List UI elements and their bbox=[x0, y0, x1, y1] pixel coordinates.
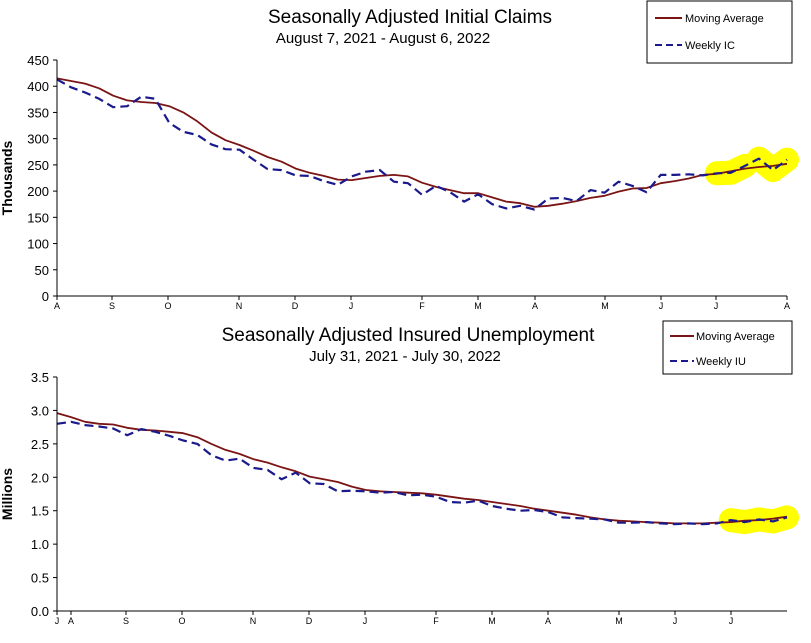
chart2-x-tick-label: J bbox=[55, 616, 60, 626]
chart2-y-tick-label: 0.0 bbox=[31, 604, 49, 619]
chart1-y-tick-label: 150 bbox=[27, 210, 49, 225]
chart2-x-tick-label: F bbox=[433, 616, 439, 626]
chart2-y-axis-label: Millions bbox=[0, 468, 15, 520]
chart2-x-tick-label: J bbox=[363, 616, 368, 626]
chart2-legend-moving-average: Moving Average bbox=[696, 331, 775, 343]
chart1-x-tick-label: M bbox=[474, 301, 482, 311]
chart2-series bbox=[56, 412, 788, 526]
chart2-legend: Moving Average Weekly IU bbox=[662, 320, 793, 375]
chart2-x-tick-label: A bbox=[68, 616, 74, 626]
chart2-x-tick-label: D bbox=[306, 616, 313, 626]
chart1-x-tick-label: N bbox=[236, 301, 243, 311]
chart1-subtitle: August 7, 2021 - August 6, 2022 bbox=[276, 30, 490, 47]
chart2-series-moving-average bbox=[56, 412, 788, 525]
chart1-x-tick-label: J bbox=[349, 301, 354, 311]
chart2-x-tick-label: M bbox=[488, 616, 496, 626]
chart1-y-tick-label: 400 bbox=[27, 79, 49, 94]
chart1-x-tick-label: O bbox=[164, 301, 171, 311]
chart2-x-tick-label: O bbox=[178, 616, 185, 626]
chart2-title: Seasonally Adjusted Insured Unemployment bbox=[222, 325, 596, 346]
chart2-y-tick-label: 1.0 bbox=[31, 537, 49, 552]
chart1-x-tick-label: A bbox=[532, 301, 538, 311]
chart1-x-tick-label: J bbox=[714, 301, 719, 311]
chart1-series-moving-average bbox=[56, 77, 788, 208]
chart1-x-tick-label: J bbox=[659, 301, 664, 311]
chart1-y-tick-label: 350 bbox=[27, 105, 49, 120]
chart1-y-tick-label: 200 bbox=[27, 184, 49, 199]
chart1-y-tick-label: 250 bbox=[27, 158, 49, 173]
chart1-y-tick-label: 50 bbox=[35, 263, 49, 278]
chart2-x-tick-label: S bbox=[123, 616, 129, 626]
chart1-x-tick-label: S bbox=[109, 301, 115, 311]
chart1-legend-box bbox=[646, 0, 793, 64]
chart1-y-tick-label: 0 bbox=[42, 289, 49, 304]
chart1-title: Seasonally Adjusted Initial Claims bbox=[268, 7, 552, 28]
chart2-y-tick-label: 1.5 bbox=[31, 504, 49, 519]
chart1-x-tick-label: A bbox=[54, 301, 60, 311]
chart2-series-weekly-iu bbox=[56, 420, 788, 526]
chart2-x-tick-label: N bbox=[250, 616, 257, 626]
chart1-series bbox=[56, 77, 788, 211]
chart1-series-weekly-ic bbox=[56, 78, 788, 211]
chart1-legend-weekly-ic: Weekly IC bbox=[685, 40, 735, 52]
chart2-x-tick-label: J bbox=[673, 616, 678, 626]
chart1-axes: 0 50 100 150 200 250 300 350 400 450 A S O N D J F M A M J J A bbox=[27, 53, 790, 311]
chart2-legend-weekly-iu: Weekly IU bbox=[696, 356, 746, 368]
chart2-subtitle: July 31, 2021 - July 30, 2022 bbox=[309, 348, 501, 365]
chart2-y-tick-label: 3.0 bbox=[31, 403, 49, 418]
chart2-axes: 0.00.51.01.52.02.53.03.5J A S O N D J F M A M J J bbox=[31, 370, 787, 626]
chart1-y-tick-label: 450 bbox=[27, 53, 49, 68]
chart2-legend-box bbox=[662, 320, 793, 375]
chart1-legend: Moving Average Weekly IC bbox=[646, 0, 793, 64]
chart2-x-tick-label: M bbox=[615, 616, 623, 626]
chart2-y-tick-label: 0.5 bbox=[31, 571, 49, 586]
chart1-y-tick-label: 300 bbox=[27, 132, 49, 147]
chart1-x-tick-label: D bbox=[292, 301, 299, 311]
insured-unemployment-chart: Seasonally Adjusted Insured Unemployment… bbox=[0, 320, 799, 626]
initial-claims-chart: Seasonally Adjusted Initial Claims Augus… bbox=[0, 0, 799, 311]
chart2-y-tick-label: 2.5 bbox=[31, 437, 49, 452]
chart1-legend-moving-average: Moving Average bbox=[685, 13, 764, 25]
chart2-x-tick-label: J bbox=[729, 616, 734, 626]
chart1-x-tick-label: A bbox=[784, 301, 790, 311]
chart1-y-axis-label: Thousands bbox=[0, 140, 15, 215]
chart2-y-tick-label: 2.0 bbox=[31, 470, 49, 485]
chart1-x-tick-label: M bbox=[601, 301, 609, 311]
chart2-x-tick-label: A bbox=[545, 616, 551, 626]
chart1-x-tick-label: F bbox=[419, 301, 425, 311]
chart2-y-tick-label: 3.5 bbox=[31, 370, 49, 385]
chart1-y-tick-label: 100 bbox=[27, 237, 49, 252]
